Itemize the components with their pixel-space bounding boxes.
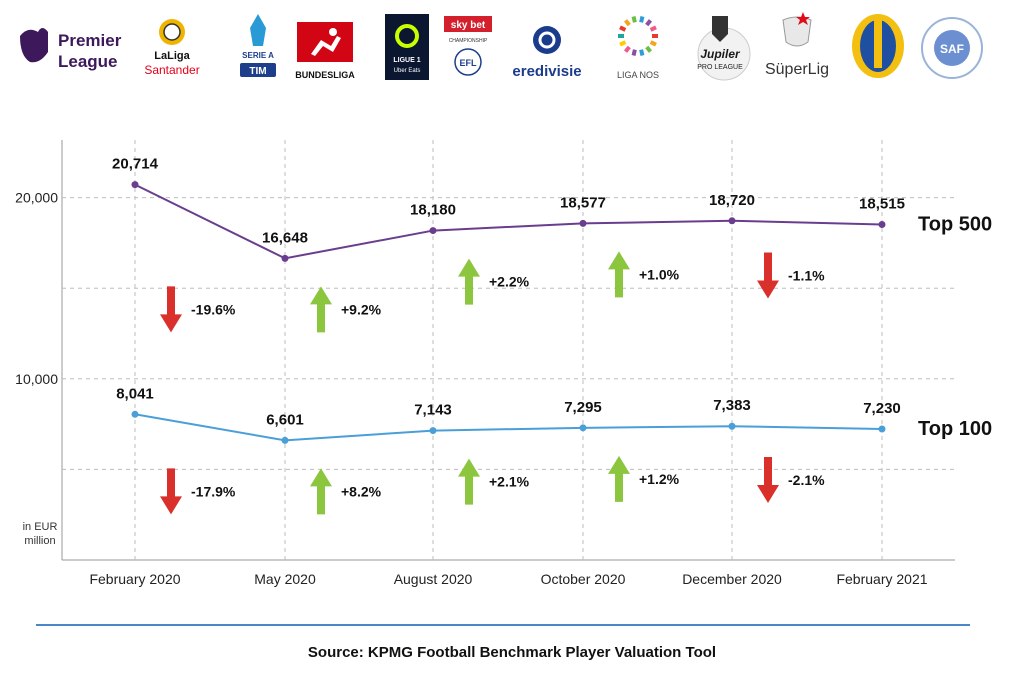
bundesliga-logo: BUNDESLIGA (295, 22, 355, 80)
eredivisie-logo: eredivisie (512, 26, 582, 80)
logo-label: sky bet (451, 20, 486, 31)
data-label: 18,180 (410, 202, 456, 219)
series-label: Top 500 (918, 214, 992, 236)
chart: 10,000 20,000 in EUR million February 2020 Ma… (15, 140, 992, 587)
change-down-arrow: -17.9% (160, 468, 236, 515)
series-line-top-500 (134, 183, 883, 260)
data-label: 7,143 (414, 402, 452, 419)
data-point (131, 181, 139, 189)
data-label: 16,648 (262, 229, 308, 246)
data-point (579, 219, 587, 227)
y-tick-label: 10,000 (15, 371, 58, 387)
change-up-arrow: +9.2% (310, 286, 382, 333)
change-label: +8.2% (341, 483, 382, 499)
jupiler-pro-league-logo: Jupiler PRO LEAGUE (697, 16, 751, 81)
logo-label: eredivisie (512, 63, 581, 80)
change-label: +1.2% (639, 471, 680, 487)
data-point (281, 254, 289, 262)
logo-label: BUNDESLIGA (295, 70, 355, 80)
logo-label: TIM (249, 66, 266, 77)
logo-label: LaLiga (154, 50, 190, 62)
logo-label: SüperLig (765, 61, 829, 78)
logo-label: Uber Eats (394, 68, 421, 74)
data-point (878, 425, 886, 433)
ligue-1-uber-eats-logo: LIGUE 1 Uber Eats (385, 14, 429, 80)
data-label: 18,720 (709, 192, 755, 209)
data-point (429, 427, 437, 435)
x-tick-label: February 2020 (89, 571, 180, 587)
serie-a-tim-logo: SERIE A TIM (240, 14, 276, 77)
data-label: 7,295 (564, 399, 602, 416)
liga-nos-logo: LIGA NOS (617, 16, 659, 80)
data-point (579, 424, 587, 432)
saf-logo: SAF (921, 17, 983, 79)
data-label: 8,041 (116, 385, 154, 402)
change-up-arrow: +8.2% (310, 468, 382, 515)
logo-label: Premier (58, 31, 122, 50)
logo-label: LIGUE 1 (393, 57, 420, 64)
change-label: -17.9% (191, 483, 236, 499)
data-label: 7,230 (863, 400, 901, 417)
x-tick-label: May 2020 (254, 571, 316, 587)
x-tick-label: August 2020 (394, 571, 473, 587)
data-point (281, 436, 289, 444)
brasileirao-logo (852, 14, 904, 78)
data-point (429, 227, 437, 235)
change-down-arrow: -19.6% (160, 286, 236, 333)
change-label: +9.2% (341, 301, 382, 317)
data-point (728, 422, 736, 430)
premier-league-logo: Premier League (20, 28, 122, 71)
change-label: +2.1% (489, 474, 530, 490)
super-lig-logo: SüperLig (765, 12, 829, 78)
data-label: 18,515 (859, 196, 905, 213)
logo-label: SAF (940, 42, 964, 56)
source-note: Source: KPMG Football Benchmark Player V… (307, 644, 717, 661)
data-label: 6,601 (266, 411, 304, 428)
change-label: -19.6% (191, 301, 236, 317)
data-point (728, 217, 736, 225)
change-label: -1.1% (788, 268, 825, 284)
change-down-arrow: -2.1% (757, 456, 825, 503)
logo-label: Santander (144, 63, 199, 77)
series-label: Top 100 (918, 418, 992, 440)
data-point (878, 221, 886, 229)
logo-label: League (58, 52, 118, 71)
logo-label: LIGA NOS (617, 70, 659, 80)
change-label: -2.1% (788, 472, 825, 488)
change-up-arrow: +2.2% (458, 258, 530, 305)
logo-label: Jupiler (700, 47, 741, 61)
y-axis-label: in EUR million (23, 521, 58, 547)
series-line-top-100 (134, 413, 883, 442)
x-tick-label: February 2021 (836, 571, 927, 587)
change-label: +1.0% (639, 266, 680, 282)
data-point (131, 410, 139, 418)
logo-label: PRO LEAGUE (697, 64, 743, 71)
change-up-arrow: +1.2% (608, 455, 680, 502)
change-down-arrow: -1.1% (757, 252, 825, 299)
data-label: 18,577 (560, 194, 606, 211)
data-label: 7,383 (713, 397, 751, 414)
change-up-arrow: +1.0% (608, 251, 680, 298)
change-label: +2.2% (489, 274, 530, 290)
y-tick-label: 20,000 (15, 190, 58, 206)
separator-line (36, 624, 970, 626)
logo-label: EFL (460, 58, 478, 68)
sky-bet-championship-efl-logo: sky bet CHAMPIONSHIP EFL (444, 16, 492, 76)
logo-label: CHAMPIONSHIP (449, 38, 488, 44)
x-tick-label: October 2020 (541, 571, 626, 587)
logo-label: SERIE A (242, 51, 274, 60)
change-up-arrow: +2.1% (458, 458, 530, 505)
data-label: 20,714 (112, 156, 159, 173)
x-tick-label: December 2020 (682, 571, 782, 587)
